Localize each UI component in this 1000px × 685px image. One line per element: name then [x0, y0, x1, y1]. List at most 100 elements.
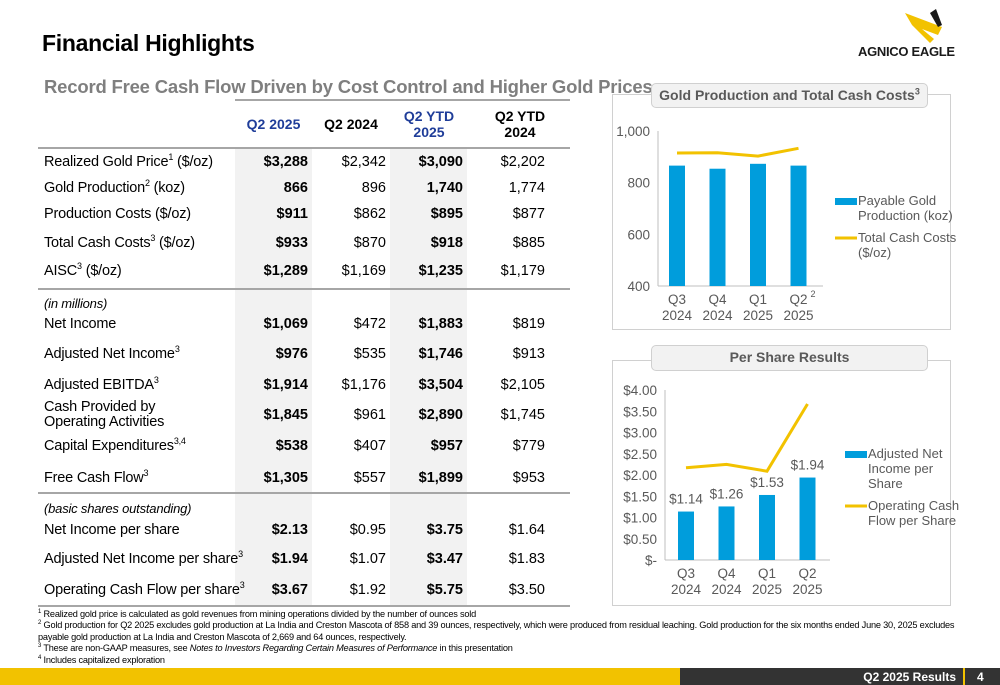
section-label: (in millions): [44, 292, 570, 316]
cell-value: $3,504: [418, 377, 463, 393]
y-tick-label: $1.00: [623, 511, 657, 526]
footnote-text: Gold production for Q2 2025 excludes gol…: [38, 620, 955, 642]
row-label-text: Net Income: [44, 316, 117, 332]
cell-value: $1.07: [349, 551, 386, 567]
y-tick-label: 400: [627, 279, 650, 294]
table-row: Realized Gold Price1 ($/oz) $3,288 $2,342 $…: [44, 151, 570, 175]
cell-value: $407: [353, 438, 386, 454]
x-tick-label: Q1: [758, 566, 776, 581]
column-header: Q2 YTD 2025: [403, 108, 455, 140]
y-tick-label: $4.00: [623, 383, 657, 398]
legend-label: Total Cash Costs: [858, 230, 957, 245]
per-share-chart: $- $0.50 $1.00 $1.50 $2.00 $2.50 $3.00 $3.50 $4.…: [623, 383, 959, 597]
legend-label: Payable Gold: [858, 193, 936, 208]
footnote-text: Realized gold price is calculated as gol…: [43, 609, 477, 619]
row-label-unit: ($/oz): [173, 154, 213, 170]
row-label-text: Capital Expenditures: [44, 438, 174, 454]
row-label-unit: ($/oz): [81, 263, 122, 279]
cell-value: $819: [512, 316, 545, 332]
divider: [235, 99, 570, 101]
cell-value: $2,202: [500, 154, 545, 170]
legend-label: Production (koz): [858, 208, 953, 223]
bar: [709, 168, 726, 286]
y-tick-label: $3.50: [623, 404, 657, 419]
cell-value: $1,746: [418, 346, 463, 362]
divider: [38, 605, 570, 607]
line-series: [676, 146, 799, 158]
cell-value: $1.94: [271, 551, 308, 567]
row-label-text: Adjusted Net Income per share: [44, 551, 239, 567]
table-row: Capital Expenditures3,4 $538 $407 $957 $779: [44, 435, 570, 459]
y-tick-label: $0.50: [623, 532, 657, 547]
cell-value: $961: [353, 407, 386, 423]
footnote-ref: 3: [238, 549, 243, 560]
logo-text: AGNICO EAGLE: [858, 44, 955, 59]
x-tick-label: 2025: [792, 582, 822, 597]
table-row: Net Income per share $2.13 $0.95 $3.75 $1.64: [44, 519, 570, 543]
row-label: Production Costs ($/oz): [44, 207, 191, 222]
row-label-text: Adjusted EBITDA: [44, 377, 154, 393]
footer-separator: [963, 668, 965, 685]
cell-value: 1,774: [508, 180, 545, 196]
cell-value: $3.67: [271, 582, 308, 598]
x-tick-label: Q1: [749, 292, 767, 307]
table-row: Adjusted Net Income3 $976 $535 $1,746 $913: [44, 343, 570, 367]
cell-value: $5.75: [426, 582, 463, 598]
row-label-text: AISC: [44, 263, 78, 279]
footnote-ref: 3: [153, 375, 159, 386]
row-label: Cash Provided by Operating Activities: [44, 400, 214, 430]
cell-value: $1,169: [341, 263, 386, 279]
bar: [750, 163, 766, 286]
cell-value: $870: [353, 235, 386, 251]
cell-value: $1,289: [263, 263, 308, 279]
cell-value: $3,090: [418, 154, 463, 170]
cell-value: $557: [353, 470, 386, 486]
x-tick-label: 2024: [662, 308, 693, 323]
bar: [759, 494, 775, 560]
section-label: (basic shares outstanding): [44, 497, 570, 521]
chart-title: Gold Production and Total Cash Costs3: [651, 83, 928, 108]
y-tick-label: 600: [627, 227, 650, 242]
legend-label: Flow per Share: [868, 513, 956, 528]
cell-value: $2,342: [341, 154, 386, 170]
page-title: Financial Highlights: [42, 30, 255, 56]
x-tick-label: Q4: [717, 566, 736, 581]
cell-value: $862: [353, 206, 386, 222]
legend-label: Share: [868, 476, 903, 491]
legend-label: Operating Cash: [868, 498, 959, 513]
footnote-ref: 3: [174, 344, 180, 355]
page-number: 4: [977, 670, 984, 684]
cell-value: $3,288: [263, 154, 308, 170]
eagle-logo-icon: [905, 9, 942, 43]
row-label-unit: ($/oz): [155, 235, 195, 251]
legend-swatch: [835, 198, 857, 205]
data-label: $1.26: [710, 486, 744, 501]
footer-label: Q2 2025 Results: [863, 670, 956, 684]
cell-value: $1,914: [263, 377, 308, 393]
footnote-number: 2: [38, 620, 42, 627]
cell-value: $895: [430, 206, 463, 222]
footer-bar-gold: [0, 668, 680, 685]
cell-value: 866: [283, 180, 308, 196]
column-header: Q2 YTD 2024: [494, 108, 546, 140]
footnote: 1 Realized gold price is calculated as g…: [38, 609, 983, 620]
legend-label: Adjusted Net: [868, 446, 943, 461]
footnote-ref: 2: [811, 289, 816, 299]
section-label-text: (basic shares outstanding): [44, 501, 192, 516]
footnote-ref: 3: [77, 261, 82, 272]
row-label-unit: (koz): [149, 180, 185, 196]
footnote: 3 These are non-GAAP measures, see Notes…: [38, 643, 983, 654]
cell-value: $953: [512, 470, 545, 486]
cell-value: $911: [276, 206, 308, 222]
divider: [38, 147, 570, 149]
cell-value: $2,890: [418, 407, 463, 423]
x-tick-label: Q2: [798, 566, 816, 581]
cell-value: $877: [512, 206, 545, 222]
y-tick-label: 1,000: [616, 124, 650, 139]
row-label: Adjusted EBITDA3: [44, 375, 159, 393]
cell-value: $2.13: [271, 522, 308, 538]
footnote-ref: 3: [239, 580, 245, 591]
row-label: Operating Cash Flow per share3: [44, 580, 245, 598]
table-row: Gold Production2 (koz) 866 896 1,740 1,774: [44, 177, 570, 201]
table-row: Operating Cash Flow per share3 $3.67 $1.92…: [44, 579, 570, 603]
